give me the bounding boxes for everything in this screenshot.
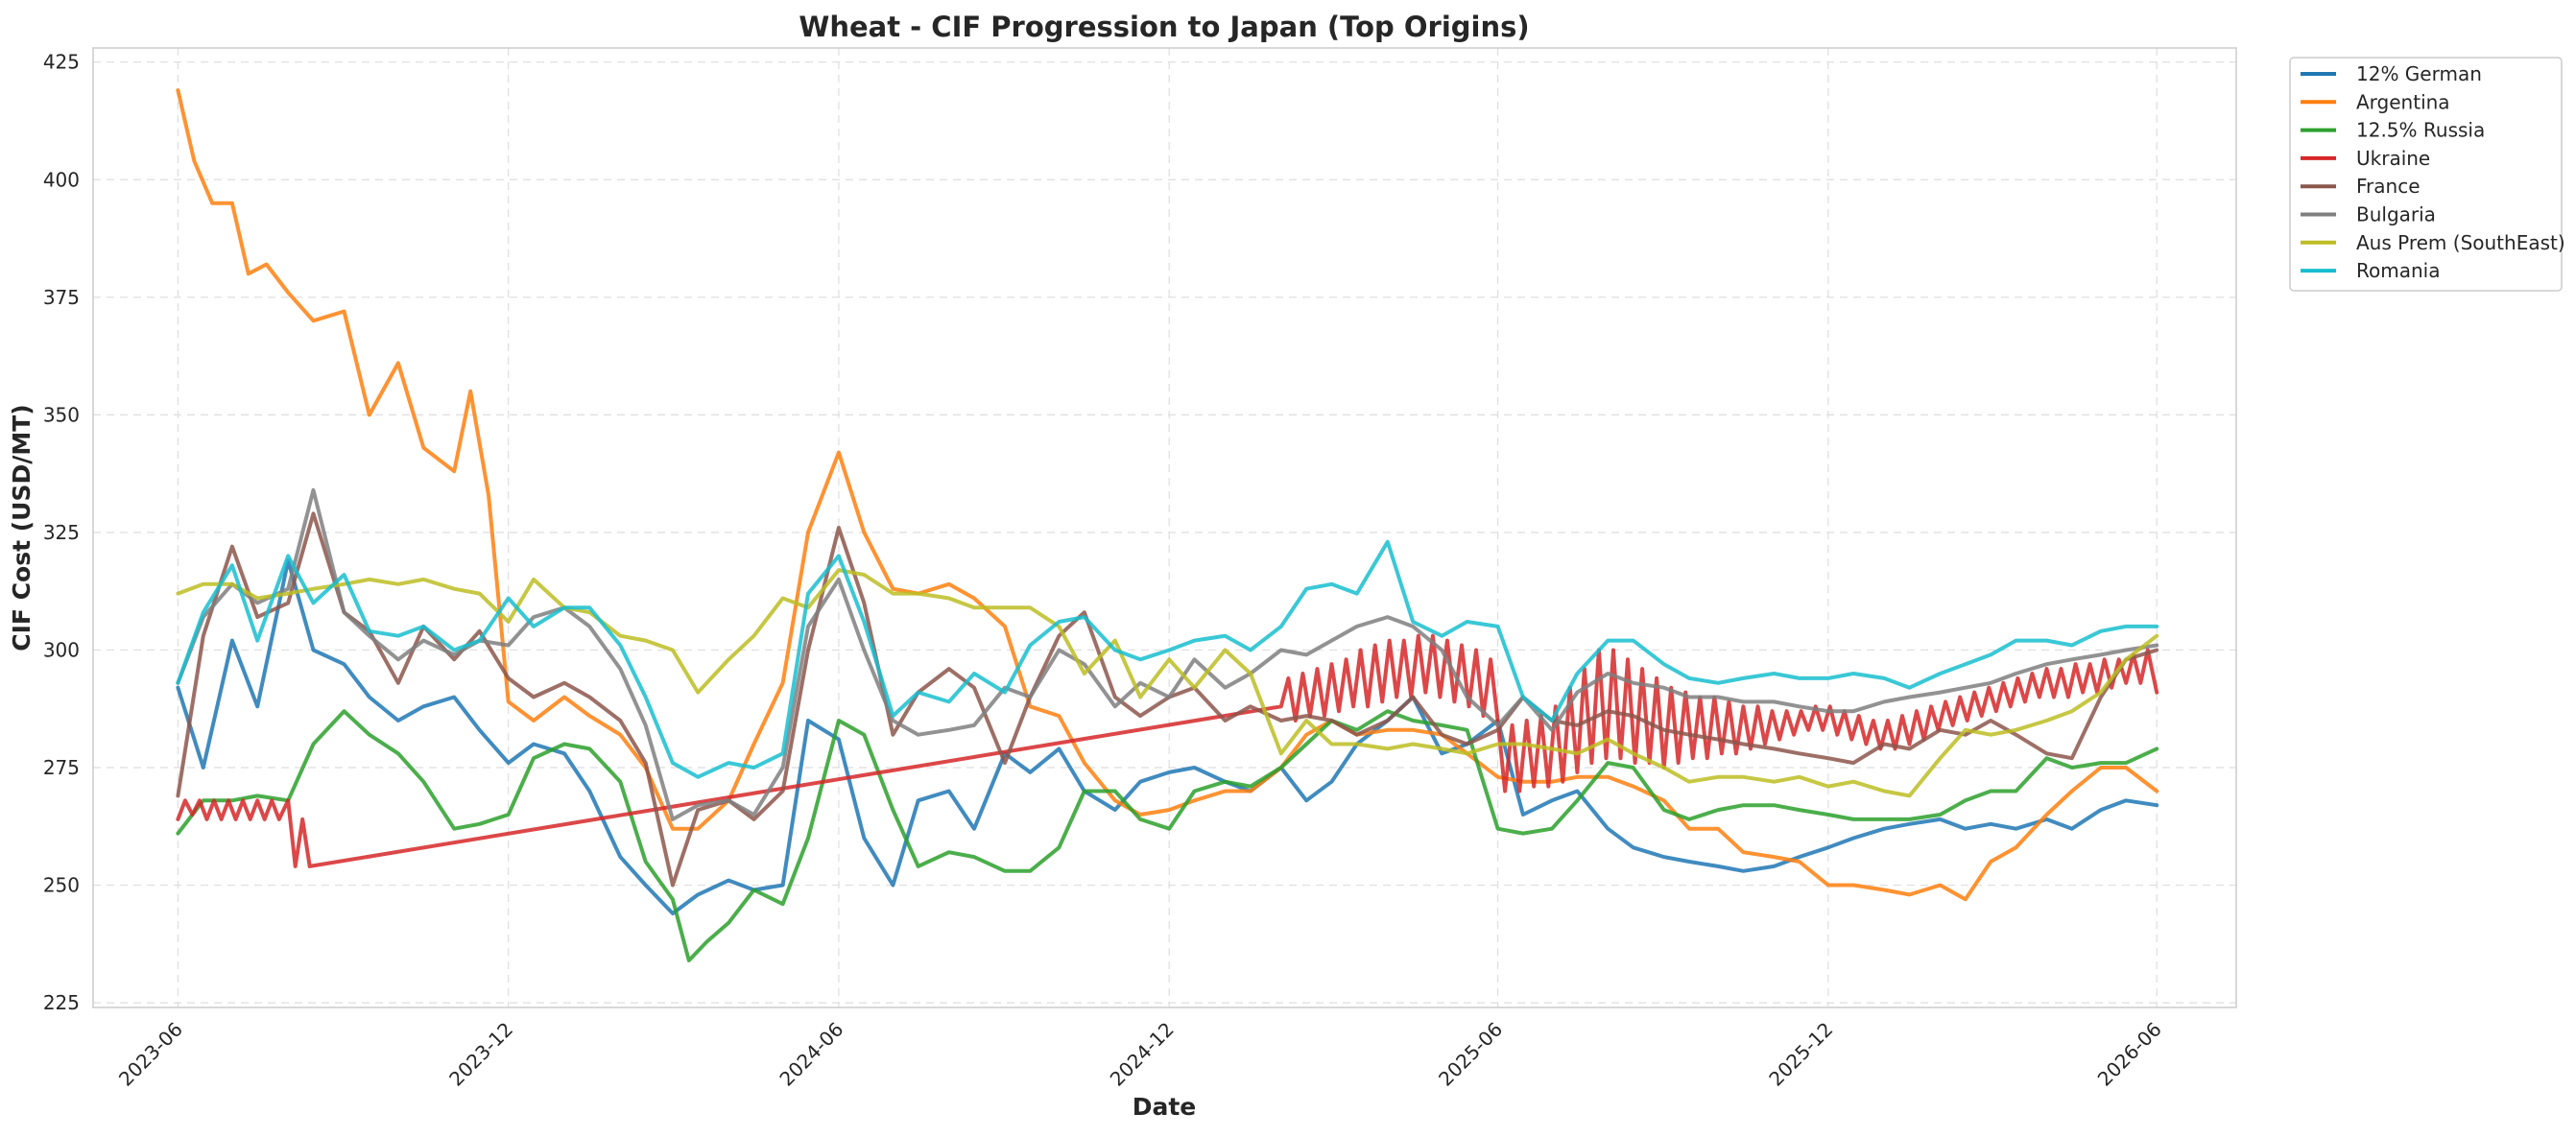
chart-title: Wheat - CIF Progression to Japan (Top Or…	[799, 11, 1529, 43]
series-line-romania	[176, 539, 2159, 779]
legend-label: Ukraine	[2356, 147, 2430, 170]
series-line-bulgaria	[176, 487, 2159, 821]
series-line-12-5-russia	[176, 709, 2159, 962]
legend-label: France	[2356, 175, 2421, 198]
y-tick-label: 350	[43, 403, 80, 426]
series-line-12-german	[176, 558, 2159, 915]
series-layer	[176, 88, 2159, 962]
x-axis-label: Date	[1133, 1093, 1197, 1121]
legend-label: Bulgaria	[2356, 203, 2436, 226]
plot-frame	[92, 47, 2237, 1008]
legend-label: 12.5% Russia	[2356, 119, 2485, 142]
y-tick-label: 325	[43, 521, 80, 544]
y-tick-label: 400	[43, 168, 80, 191]
y-tick-label: 300	[43, 638, 80, 661]
legend-label: Aus Prem (SouthEast)	[2356, 231, 2565, 254]
y-tick-label: 225	[43, 991, 80, 1014]
legend-items: 12% German Argentina 12.5% Russia Ukraine Fr…	[2301, 62, 2565, 282]
legend-label: 12% German	[2356, 62, 2482, 85]
legend-label: Argentina	[2356, 90, 2450, 113]
y-tick-label: 375	[43, 286, 80, 309]
y-tick-label: 425	[43, 51, 80, 74]
series-line-aus-prem-southeast	[176, 568, 2159, 798]
y-tick-label: 275	[43, 756, 80, 779]
legend-frame	[2289, 57, 2563, 292]
y-tick-label: 250	[43, 874, 80, 897]
y-axis-label: CIF Cost (USD/MT)	[8, 404, 36, 651]
legend-label: Romania	[2356, 259, 2440, 282]
legend: 12% German Argentina 12.5% Russia Ukraine Fr…	[2289, 57, 2565, 292]
